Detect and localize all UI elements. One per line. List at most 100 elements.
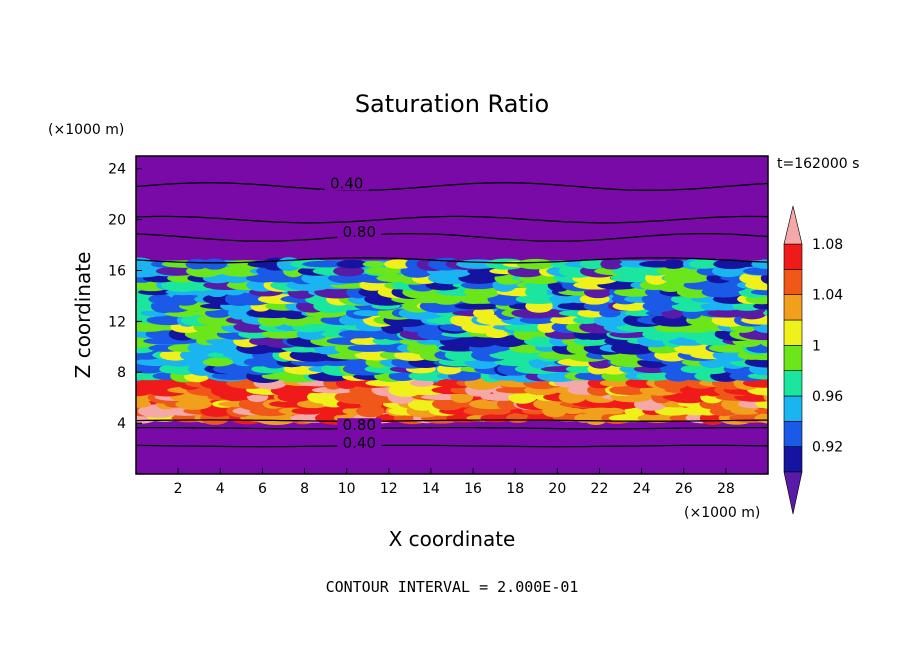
field-cell bbox=[365, 267, 402, 276]
colorbar-segment bbox=[783, 345, 803, 371]
field-cell bbox=[727, 261, 759, 268]
x-tick-label: 4 bbox=[216, 481, 225, 497]
field-cell bbox=[688, 259, 722, 269]
contour-line bbox=[136, 426, 768, 430]
field-cell bbox=[659, 363, 692, 375]
chart-title: Saturation Ratio bbox=[355, 90, 549, 118]
x-tick-label: 18 bbox=[506, 481, 524, 497]
y-tick-label: 20 bbox=[108, 213, 126, 229]
colorbar-segment bbox=[783, 421, 803, 447]
contour-label-bg bbox=[324, 176, 369, 191]
field-cell bbox=[464, 286, 501, 299]
field-cell bbox=[637, 413, 678, 423]
field-cell bbox=[694, 364, 730, 375]
contour-line bbox=[136, 257, 768, 264]
x-tick-label: 24 bbox=[633, 481, 651, 497]
field-cell bbox=[187, 342, 213, 354]
contour-line bbox=[136, 182, 768, 191]
field-cell bbox=[460, 334, 499, 348]
colorbar-label: 1 bbox=[812, 338, 821, 354]
field-cell bbox=[185, 258, 209, 270]
field-cell bbox=[362, 261, 385, 268]
field-cell bbox=[148, 294, 173, 304]
field-cell bbox=[600, 258, 623, 270]
colorbar-segment bbox=[783, 446, 803, 473]
field-cell bbox=[454, 302, 503, 310]
colorbar-label: 1.08 bbox=[812, 237, 843, 253]
field-cell bbox=[562, 407, 585, 415]
colorbar-label: 0.96 bbox=[812, 389, 843, 405]
y-axis: 4 8 12 16 20 24 bbox=[108, 162, 142, 432]
contour-labels: 0.400.800.800.40 bbox=[324, 175, 382, 452]
contour-line bbox=[136, 444, 768, 448]
x-tick-label: 2 bbox=[174, 481, 183, 497]
field-cell bbox=[249, 405, 292, 417]
field-cell bbox=[136, 364, 166, 374]
colorbar: 1.08 1.04 1 0.96 0.92 bbox=[783, 205, 843, 515]
x-tick-label: 10 bbox=[338, 481, 356, 497]
contour-label: 0.40 bbox=[330, 175, 363, 193]
y-tick-label: 16 bbox=[108, 263, 126, 279]
field-cell bbox=[333, 265, 365, 277]
field-cell bbox=[472, 307, 495, 319]
y-axis-label: Z coordinate bbox=[71, 252, 95, 379]
field-cell bbox=[707, 308, 749, 318]
field-cell bbox=[537, 321, 558, 333]
field-cell bbox=[603, 407, 625, 415]
contour-label-bg bbox=[337, 436, 382, 451]
contour-interval-footer: CONTOUR INTERVAL = 2.000E-01 bbox=[326, 578, 579, 596]
x-axis-label: X coordinate bbox=[389, 527, 516, 551]
contour-label-bg bbox=[337, 418, 382, 433]
field-cell bbox=[408, 371, 450, 382]
contour-lines bbox=[136, 182, 768, 448]
field-cell bbox=[516, 258, 555, 270]
field-cell bbox=[291, 407, 326, 415]
y-tick-label: 4 bbox=[117, 416, 126, 432]
contour-label-bg bbox=[337, 224, 382, 239]
colorbar-segment bbox=[783, 395, 803, 422]
field-cell bbox=[763, 310, 768, 316]
time-label: t=162000 s bbox=[777, 156, 859, 172]
field-cell bbox=[219, 265, 263, 277]
colorbar-segment bbox=[783, 370, 803, 397]
field-cell bbox=[636, 371, 674, 381]
field-cell bbox=[202, 258, 227, 270]
y-tick-label: 24 bbox=[108, 162, 126, 178]
colorbar-extend-bottom bbox=[783, 471, 803, 515]
field-cell bbox=[515, 294, 562, 304]
field-cell bbox=[599, 379, 633, 387]
field-cell bbox=[196, 267, 229, 275]
plot-frame bbox=[135, 155, 769, 475]
field-cell bbox=[200, 405, 233, 417]
field-cell bbox=[579, 259, 606, 270]
field-cell bbox=[743, 267, 768, 276]
x-tick-label: 8 bbox=[300, 481, 309, 497]
x-tick-label: 14 bbox=[422, 481, 440, 497]
field-cell bbox=[654, 406, 692, 416]
field-cell bbox=[729, 413, 768, 423]
plot-area bbox=[136, 156, 768, 474]
field-cell bbox=[750, 288, 768, 296]
contour-line bbox=[136, 215, 768, 224]
field-cell bbox=[573, 316, 600, 324]
contour-line bbox=[136, 232, 768, 242]
field-cell bbox=[410, 379, 434, 387]
x-tick-label: 12 bbox=[380, 481, 398, 497]
field-cell bbox=[624, 309, 656, 317]
field-cell bbox=[336, 259, 368, 269]
x-axis: 2 4 6 8 10 12 14 16 18 20 22 24 26 28 bbox=[174, 468, 735, 497]
field-cell bbox=[754, 407, 768, 415]
field-cell bbox=[141, 378, 180, 388]
x-tick-label: 6 bbox=[258, 481, 267, 497]
field-cell bbox=[223, 288, 245, 296]
field-cell bbox=[171, 292, 200, 306]
field-cell bbox=[753, 302, 768, 310]
colorbar-segment bbox=[783, 319, 803, 346]
data-bands bbox=[136, 156, 768, 474]
colorbar-segment bbox=[783, 243, 803, 270]
contour-label: 0.40 bbox=[343, 434, 376, 452]
y-unit-label: (×1000 m) bbox=[48, 122, 124, 138]
contour-label: 0.80 bbox=[343, 416, 376, 434]
field-cell bbox=[656, 266, 691, 276]
